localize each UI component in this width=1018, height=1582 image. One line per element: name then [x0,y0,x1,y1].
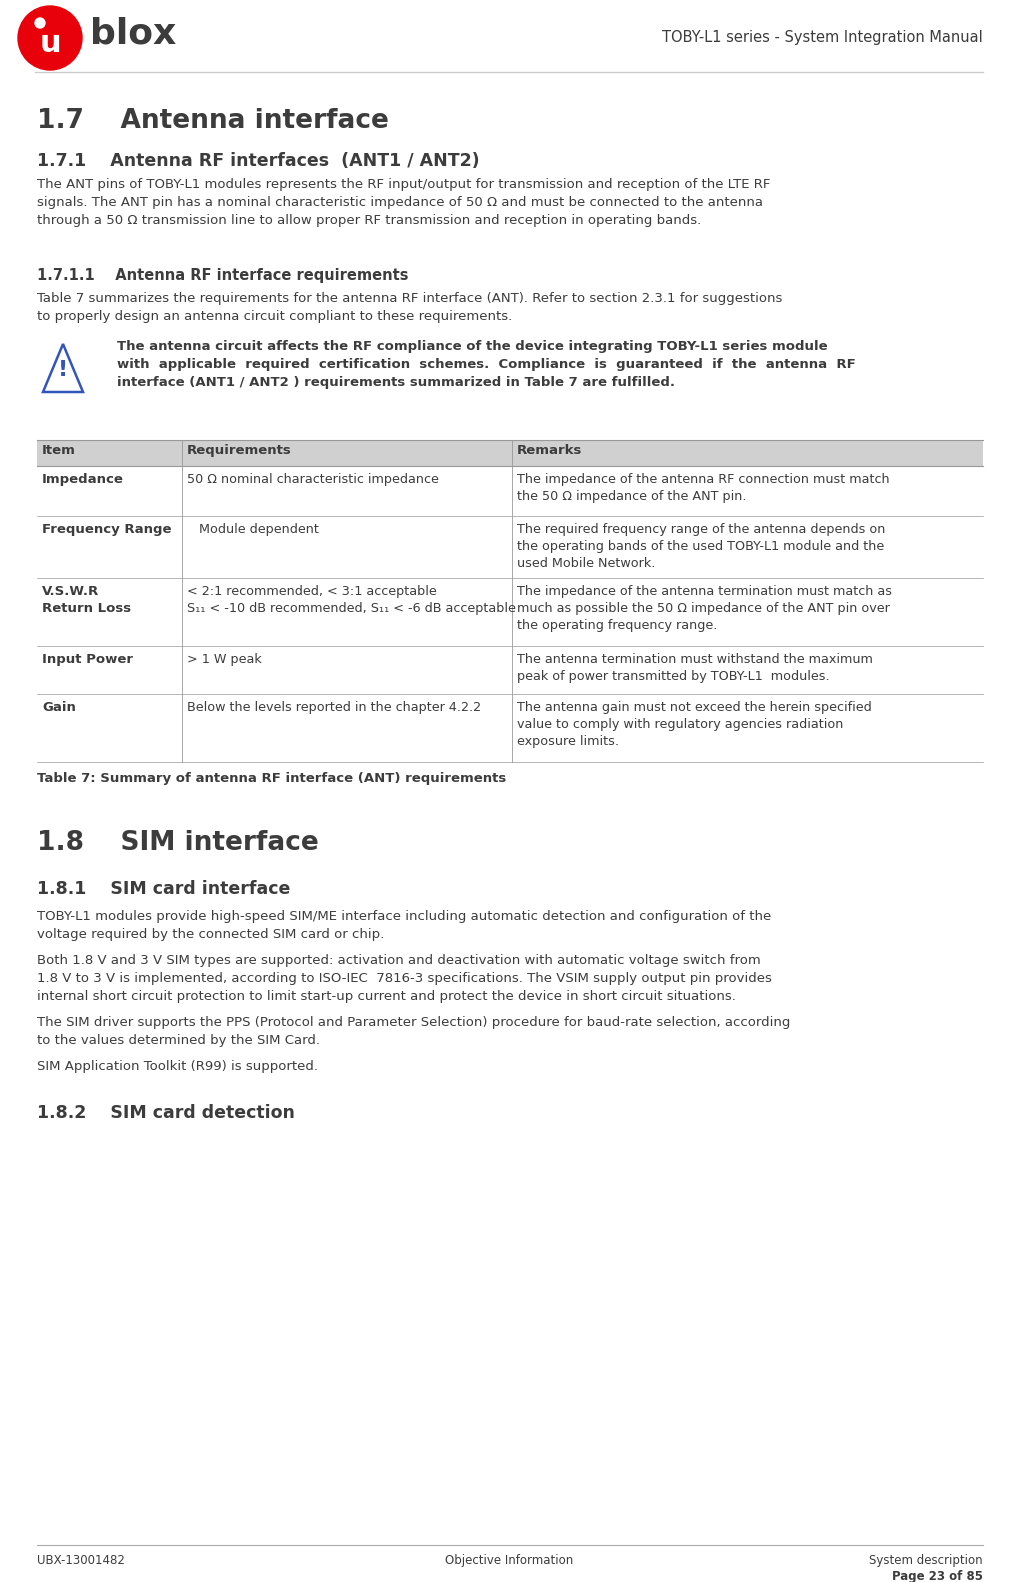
Text: Page 23 of 85: Page 23 of 85 [892,1569,983,1582]
Text: SIM Application Toolkit (R99) is supported.: SIM Application Toolkit (R99) is support… [37,1060,318,1073]
Text: V.S.W.R
Return Loss: V.S.W.R Return Loss [42,585,131,615]
Text: 50 Ω nominal characteristic impedance: 50 Ω nominal characteristic impedance [187,473,439,486]
Text: Below the levels reported in the chapter 4.2.2: Below the levels reported in the chapter… [187,701,482,713]
Text: Gain: Gain [42,701,76,713]
Text: System description: System description [869,1554,983,1568]
Text: 1.7.1    Antenna RF interfaces  (ANT1 / ANT2): 1.7.1 Antenna RF interfaces (ANT1 / ANT2… [37,152,479,169]
Text: !: ! [58,361,68,380]
Text: The required frequency range of the antenna depends on
the operating bands of th: The required frequency range of the ante… [517,524,886,571]
Text: Table 7 summarizes the requirements for the antenna RF interface (ANT). Refer to: Table 7 summarizes the requirements for … [37,293,783,323]
Text: UBX-13001482: UBX-13001482 [37,1554,125,1568]
Text: The antenna circuit affects the RF compliance of the device integrating TOBY-L1 : The antenna circuit affects the RF compl… [117,340,856,389]
Text: The ANT pins of TOBY-L1 modules represents the RF input/output for transmission : The ANT pins of TOBY-L1 modules represen… [37,179,771,226]
Text: Frequency Range: Frequency Range [42,524,171,536]
Circle shape [35,17,45,28]
Text: Objective Information: Objective Information [445,1554,573,1568]
Text: > 1 W peak: > 1 W peak [187,653,262,666]
Text: Both 1.8 V and 3 V SIM types are supported: activation and deactivation with aut: Both 1.8 V and 3 V SIM types are support… [37,954,772,1003]
Text: Table 7: Summary of antenna RF interface (ANT) requirements: Table 7: Summary of antenna RF interface… [37,772,506,785]
Text: Input Power: Input Power [42,653,133,666]
Text: 1.7.1.1    Antenna RF interface requirements: 1.7.1.1 Antenna RF interface requirement… [37,267,408,283]
Text: u: u [39,28,61,57]
Text: Remarks: Remarks [517,445,582,457]
Text: Impedance: Impedance [42,473,124,486]
Text: The impedance of the antenna termination must match as
much as possible the 50 Ω: The impedance of the antenna termination… [517,585,892,633]
Text: Requirements: Requirements [187,445,292,457]
Text: TOBY-L1 series - System Integration Manual: TOBY-L1 series - System Integration Manu… [663,30,983,44]
Text: TOBY-L1 modules provide high-speed SIM/ME interface including automatic detectio: TOBY-L1 modules provide high-speed SIM/M… [37,910,772,941]
Text: Module dependent: Module dependent [187,524,319,536]
Circle shape [18,6,82,70]
Text: blox: blox [90,16,176,51]
FancyBboxPatch shape [37,440,983,467]
Text: 1.8.2    SIM card detection: 1.8.2 SIM card detection [37,1104,295,1122]
Text: 1.7    Antenna interface: 1.7 Antenna interface [37,108,389,134]
Text: The antenna termination must withstand the maximum
peak of power transmitted by : The antenna termination must withstand t… [517,653,872,683]
Text: Item: Item [42,445,76,457]
Text: 1.8.1    SIM card interface: 1.8.1 SIM card interface [37,880,290,899]
Text: < 2:1 recommended, < 3:1 acceptable
S₁₁ < -10 dB recommended, S₁₁ < -6 dB accept: < 2:1 recommended, < 3:1 acceptable S₁₁ … [187,585,516,615]
Text: The antenna gain must not exceed the herein specified
value to comply with regul: The antenna gain must not exceed the her… [517,701,871,748]
Text: 1.8    SIM interface: 1.8 SIM interface [37,831,319,856]
Text: The SIM driver supports the PPS (Protocol and Parameter Selection) procedure for: The SIM driver supports the PPS (Protoco… [37,1016,790,1047]
Text: The impedance of the antenna RF connection must match
the 50 Ω impedance of the : The impedance of the antenna RF connecti… [517,473,890,503]
